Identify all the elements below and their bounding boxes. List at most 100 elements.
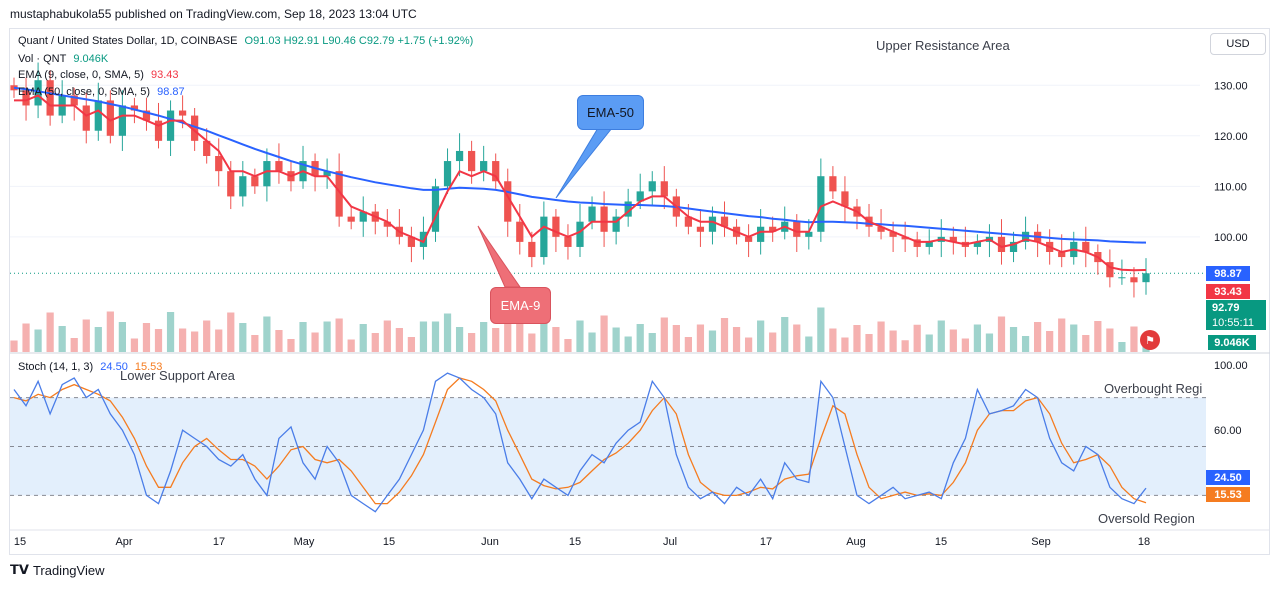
- candle-body: [829, 176, 837, 192]
- volume-bar: [949, 329, 957, 352]
- volume-bar: [648, 333, 656, 352]
- legend-vol-label[interactable]: Vol · QNT: [18, 53, 67, 65]
- candle-body: [443, 161, 452, 187]
- candle-body: [10, 85, 18, 91]
- volume-bar: [600, 315, 608, 352]
- currency-button[interactable]: USD: [1210, 33, 1266, 55]
- candle-body: [516, 221, 524, 242]
- candle-body: [178, 110, 187, 116]
- ema9-callout-pointer: [477, 225, 521, 288]
- volume-bar: [793, 324, 801, 352]
- volume-bar: [154, 329, 163, 352]
- candle-body: [805, 231, 813, 237]
- volume-bar: [22, 323, 30, 352]
- volume-bar: [528, 333, 536, 352]
- tradingview-logo-icon: 𝗧𝗩: [10, 562, 29, 577]
- volume-bar: [781, 317, 789, 352]
- volume-bar: [178, 328, 187, 352]
- candle-body: [1082, 241, 1090, 252]
- tradingview-footer[interactable]: 𝗧𝗩 TradingView: [10, 562, 104, 578]
- volume-bar: [1046, 331, 1054, 352]
- candle-body: [949, 236, 957, 242]
- volume-bar: [166, 312, 175, 352]
- stoch-tick-label: 60.00: [1214, 425, 1242, 437]
- legend-ema9-value: 93.43: [151, 69, 179, 81]
- candle-body: [1106, 262, 1114, 278]
- candle-body: [22, 90, 30, 106]
- candle-body: [407, 236, 416, 247]
- volume-bar: [540, 312, 548, 352]
- volume-bar: [58, 326, 66, 352]
- legend-vol-value: 9.046K: [73, 53, 109, 65]
- candle-body: [191, 115, 199, 141]
- candle-body: [215, 156, 223, 172]
- candle-body: [335, 171, 343, 217]
- candle-body: [564, 236, 572, 247]
- volume-bar: [889, 330, 897, 352]
- volume-bar: [1009, 327, 1018, 352]
- volume-bar: [516, 323, 524, 352]
- volume-bar: [925, 334, 933, 352]
- candle-body: [46, 80, 54, 116]
- volume-bar: [118, 322, 126, 352]
- price-tick-label: 110.00: [1214, 181, 1247, 193]
- stoch-d-tag: 15.53: [1206, 487, 1250, 502]
- volume-bar: [937, 320, 945, 352]
- candle-body: [684, 216, 692, 227]
- volume-bar: [371, 333, 379, 352]
- volume-tag: 9.046K: [1208, 335, 1256, 350]
- volume-bar: [383, 320, 391, 352]
- ema50-callout-pointer: [555, 127, 614, 199]
- volume-bar: [46, 312, 54, 352]
- candle-body: [793, 221, 801, 237]
- volume-bar: [769, 332, 777, 352]
- candle-body: [973, 241, 982, 247]
- candle-body: [251, 176, 259, 187]
- volume-bar: [913, 324, 921, 352]
- overbought-label: Overbought Regi: [1104, 381, 1203, 396]
- candle-body: [142, 110, 151, 121]
- legend-volume-row: Vol · QNT 9.046K: [18, 53, 112, 65]
- volume-bar: [744, 337, 753, 352]
- candle-body: [552, 216, 560, 237]
- x-tick-label: 15: [383, 536, 395, 548]
- last-price-tag: 92.79: [1206, 300, 1266, 315]
- legend-stoch-label[interactable]: Stoch (14, 1, 3): [18, 361, 94, 373]
- volume-bar: [94, 327, 102, 352]
- volume-bar: [684, 337, 692, 352]
- candle-body: [588, 206, 596, 222]
- volume-bar: [106, 311, 114, 352]
- candle-body: [1009, 241, 1018, 252]
- candle-body: [227, 171, 235, 197]
- volume-bar: [1130, 326, 1138, 352]
- volume-bar: [443, 313, 452, 352]
- volume-bar: [70, 338, 78, 352]
- volume-bar: [359, 324, 367, 352]
- candle-body: [660, 181, 668, 197]
- candle-body: [82, 105, 90, 131]
- upper-resistance-label: Upper Resistance Area: [876, 38, 1010, 53]
- candle-body: [612, 216, 620, 232]
- volume-bar: [142, 323, 151, 352]
- x-tick-label: 18: [1138, 536, 1150, 548]
- candle-body: [275, 161, 283, 172]
- candle-body: [600, 206, 608, 232]
- candle-body: [1021, 231, 1030, 242]
- volume-bar: [696, 324, 705, 352]
- volume-bar: [817, 307, 825, 352]
- candle-body: [106, 100, 114, 136]
- lower-support-label: Lower Support Area: [120, 368, 235, 383]
- ema50-price-tag: 98.87: [1206, 266, 1250, 281]
- stoch-k-line: [13, 372, 1147, 513]
- volume-bar: [323, 321, 331, 352]
- ema9-price-tag: 93.43: [1206, 284, 1250, 299]
- volume-bar: [251, 335, 259, 352]
- legend-symbol[interactable]: Quant / United States Dollar, 1D, COINBA…: [18, 35, 238, 47]
- volume-bar: [407, 337, 416, 352]
- volume-bar: [1118, 342, 1126, 352]
- x-tick-label: 17: [760, 536, 772, 548]
- legend-ema50-label[interactable]: EMA (50, close, 0, SMA, 5): [18, 86, 151, 98]
- volume-bar: [841, 337, 849, 352]
- legend-ema9-label[interactable]: EMA (9, close, 0, SMA, 5): [18, 69, 144, 81]
